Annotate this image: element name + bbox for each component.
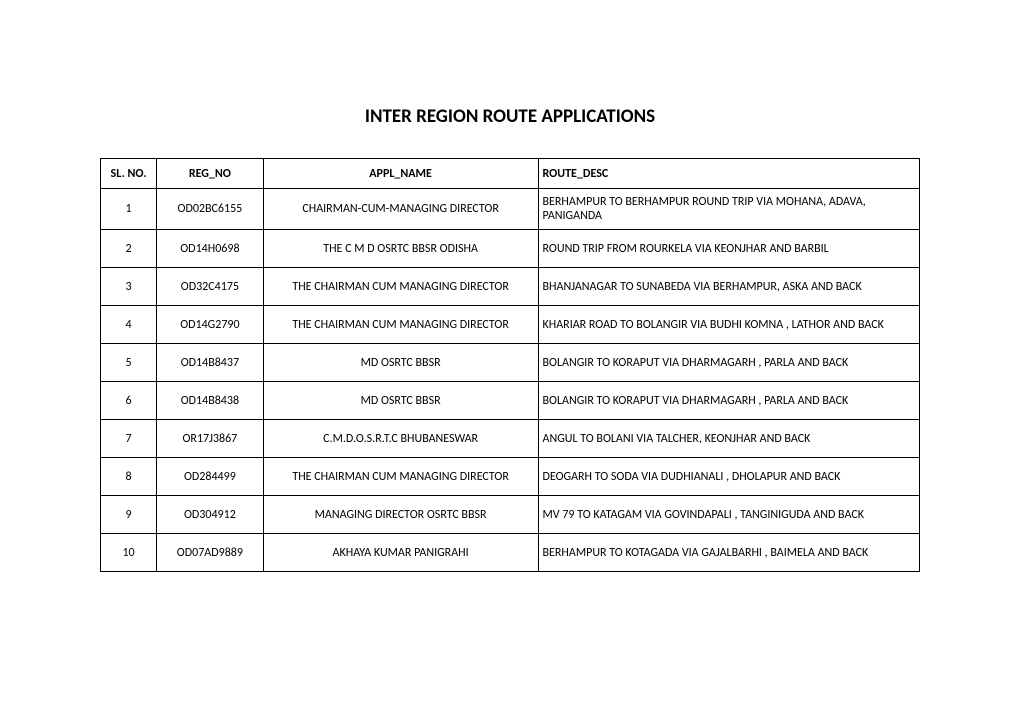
cell-applname: MD OSRTC BBSR <box>263 344 538 382</box>
table-row: 9 OD304912 MANAGING DIRECTOR OSRTC BBSR … <box>101 496 920 534</box>
cell-routedesc: BHANJANAGAR TO SUNABEDA VIA BERHAMPUR, A… <box>538 268 919 306</box>
column-header-regno: REG_NO <box>157 159 264 189</box>
cell-applname: THE CHAIRMAN CUM MANAGING DIRECTOR <box>263 306 538 344</box>
route-applications-table: SL. NO. REG_NO APPL_NAME ROUTE_DESC 1 OD… <box>100 158 920 572</box>
cell-slno: 9 <box>101 496 157 534</box>
cell-slno: 8 <box>101 458 157 496</box>
cell-regno: OD14H0698 <box>157 230 264 268</box>
table-row: 5 OD14B8437 MD OSRTC BBSR BOLANGIR TO KO… <box>101 344 920 382</box>
cell-regno: OD07AD9889 <box>157 534 264 572</box>
cell-regno: OD14B8437 <box>157 344 264 382</box>
cell-applname: MD OSRTC BBSR <box>263 382 538 420</box>
cell-regno: OR17J3867 <box>157 420 264 458</box>
cell-regno: OD02BC6155 <box>157 189 264 230</box>
cell-slno: 6 <box>101 382 157 420</box>
cell-routedesc: ANGUL TO BOLANI VIA TALCHER, KEONJHAR AN… <box>538 420 919 458</box>
cell-routedesc: BERHAMPUR TO BERHAMPUR ROUND TRIP VIA MO… <box>538 189 919 230</box>
cell-routedesc: BOLANGIR TO KORAPUT VIA DHARMAGARH , PAR… <box>538 382 919 420</box>
cell-routedesc: BERHAMPUR TO KOTAGADA VIA GAJALBARHI , B… <box>538 534 919 572</box>
cell-slno: 1 <box>101 189 157 230</box>
column-header-routedesc: ROUTE_DESC <box>538 159 919 189</box>
cell-applname: THE C M D OSRTC BBSR ODISHA <box>263 230 538 268</box>
column-header-applname: APPL_NAME <box>263 159 538 189</box>
cell-slno: 2 <box>101 230 157 268</box>
table-body: 1 OD02BC6155 CHAIRMAN-CUM-MANAGING DIREC… <box>101 189 920 572</box>
cell-regno: OD304912 <box>157 496 264 534</box>
cell-routedesc: KHARIAR ROAD TO BOLANGIR VIA BUDHI KOMNA… <box>538 306 919 344</box>
table-row: 6 OD14B8438 MD OSRTC BBSR BOLANGIR TO KO… <box>101 382 920 420</box>
table-row: 3 OD32C4175 THE CHAIRMAN CUM MANAGING DI… <box>101 268 920 306</box>
cell-slno: 10 <box>101 534 157 572</box>
cell-applname: MANAGING DIRECTOR OSRTC BBSR <box>263 496 538 534</box>
cell-applname: C.M.D.O.S.R.T.C BHUBANESWAR <box>263 420 538 458</box>
table-row: 10 OD07AD9889 AKHAYA KUMAR PANIGRAHI BER… <box>101 534 920 572</box>
cell-regno: OD14G2790 <box>157 306 264 344</box>
table-row: 8 OD284499 THE CHAIRMAN CUM MANAGING DIR… <box>101 458 920 496</box>
cell-routedesc: MV 79 TO KATAGAM VIA GOVINDAPALI , TANGI… <box>538 496 919 534</box>
table-row: 7 OR17J3867 C.M.D.O.S.R.T.C BHUBANESWAR … <box>101 420 920 458</box>
cell-applname: THE CHAIRMAN CUM MANAGING DIRECTOR <box>263 268 538 306</box>
cell-routedesc: ROUND TRIP FROM ROURKELA VIA KEONJHAR AN… <box>538 230 919 268</box>
column-header-slno: SL. NO. <box>101 159 157 189</box>
table-header-row: SL. NO. REG_NO APPL_NAME ROUTE_DESC <box>101 159 920 189</box>
cell-slno: 4 <box>101 306 157 344</box>
cell-applname: CHAIRMAN-CUM-MANAGING DIRECTOR <box>263 189 538 230</box>
cell-regno: OD14B8438 <box>157 382 264 420</box>
cell-slno: 3 <box>101 268 157 306</box>
cell-regno: OD284499 <box>157 458 264 496</box>
table-row: 1 OD02BC6155 CHAIRMAN-CUM-MANAGING DIREC… <box>101 189 920 230</box>
table-row: 4 OD14G2790 THE CHAIRMAN CUM MANAGING DI… <box>101 306 920 344</box>
cell-regno: OD32C4175 <box>157 268 264 306</box>
cell-routedesc: BOLANGIR TO KORAPUT VIA DHARMAGARH , PAR… <box>538 344 919 382</box>
cell-routedesc: DEOGARH TO SODA VIA DUDHIANALI , DHOLAPU… <box>538 458 919 496</box>
cell-slno: 5 <box>101 344 157 382</box>
page-title: INTER REGION ROUTE APPLICATIONS <box>100 105 920 128</box>
cell-applname: THE CHAIRMAN CUM MANAGING DIRECTOR <box>263 458 538 496</box>
table-row: 2 OD14H0698 THE C M D OSRTC BBSR ODISHA … <box>101 230 920 268</box>
cell-slno: 7 <box>101 420 157 458</box>
cell-applname: AKHAYA KUMAR PANIGRAHI <box>263 534 538 572</box>
